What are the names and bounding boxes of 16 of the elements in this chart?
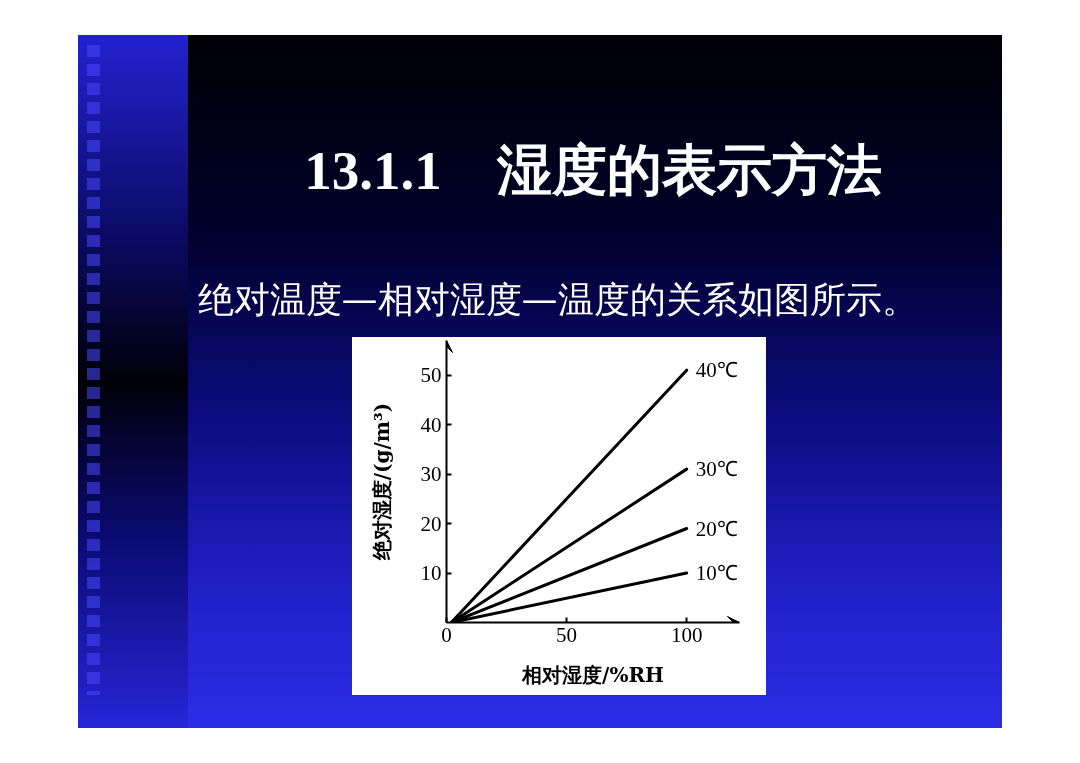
x-tick-label: 0 [441,622,452,647]
x-axis-title: 相对湿度/%RH [521,662,664,687]
chart-subtitle: 绝对温度—相对湿度—温度的关系如图所示。 [197,278,918,320]
x-tick-label: 50 [556,622,578,647]
series-label: 40℃ [695,358,738,383]
y-tick-label: 40 [420,412,442,437]
y-tick-label: 50 [420,363,442,388]
x-tick-label: 100 [670,622,703,647]
y-tick-label: 20 [420,511,442,536]
chart-title: 13.1.1 湿度的表示方法 [304,139,882,201]
series-label: 10℃ [695,561,738,586]
y-axis-title: 绝对湿度/(g/m³) [369,402,394,562]
series-label: 30℃ [695,457,738,482]
series-label: 20℃ [695,516,738,541]
y-tick-label: 30 [420,462,442,487]
y-tick-label: 10 [420,561,442,586]
